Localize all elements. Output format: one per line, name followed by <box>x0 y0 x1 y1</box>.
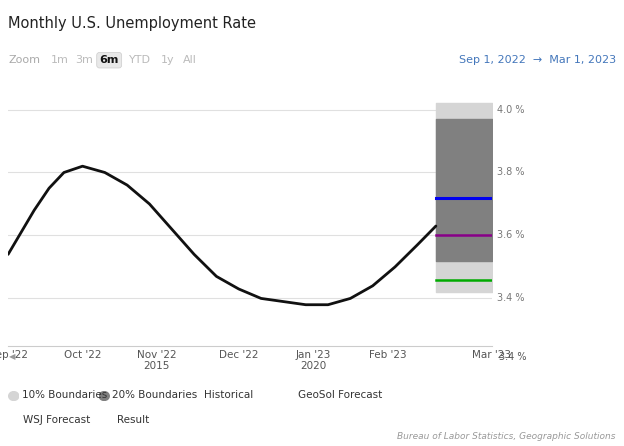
Text: 10% Boundaries: 10% Boundaries <box>22 390 107 400</box>
Text: Zoom: Zoom <box>8 55 40 65</box>
Text: Historical: Historical <box>204 390 253 400</box>
Text: GeoSol Forecast: GeoSol Forecast <box>298 390 382 400</box>
Circle shape <box>9 392 19 401</box>
Text: 3.4 %: 3.4 % <box>499 352 527 362</box>
Text: 3.6 %: 3.6 % <box>497 231 525 240</box>
Text: 20% Boundaries: 20% Boundaries <box>112 390 198 400</box>
Circle shape <box>99 392 109 401</box>
Text: 3.8 %: 3.8 % <box>497 168 525 178</box>
Text: 4.0 %: 4.0 % <box>497 104 525 115</box>
Text: 3.4 %: 3.4 % <box>497 293 525 303</box>
Text: Sep 1, 2022  →  Mar 1, 2023: Sep 1, 2022 → Mar 1, 2023 <box>459 55 616 65</box>
Text: 3m: 3m <box>76 55 93 65</box>
Text: All: All <box>183 55 197 65</box>
Text: 6m: 6m <box>99 55 119 65</box>
Text: Result: Result <box>117 415 149 425</box>
Text: 1y: 1y <box>160 55 174 65</box>
Text: WSJ Forecast: WSJ Forecast <box>23 415 90 425</box>
Text: Monthly U.S. Unemployment Rate: Monthly U.S. Unemployment Rate <box>8 16 256 31</box>
Text: 1m: 1m <box>51 55 68 65</box>
Text: ◀: ◀ <box>9 352 16 361</box>
Text: YTD: YTD <box>129 55 152 65</box>
Text: Bureau of Labor Statistics, Geographic Solutions: Bureau of Labor Statistics, Geographic S… <box>397 432 616 441</box>
